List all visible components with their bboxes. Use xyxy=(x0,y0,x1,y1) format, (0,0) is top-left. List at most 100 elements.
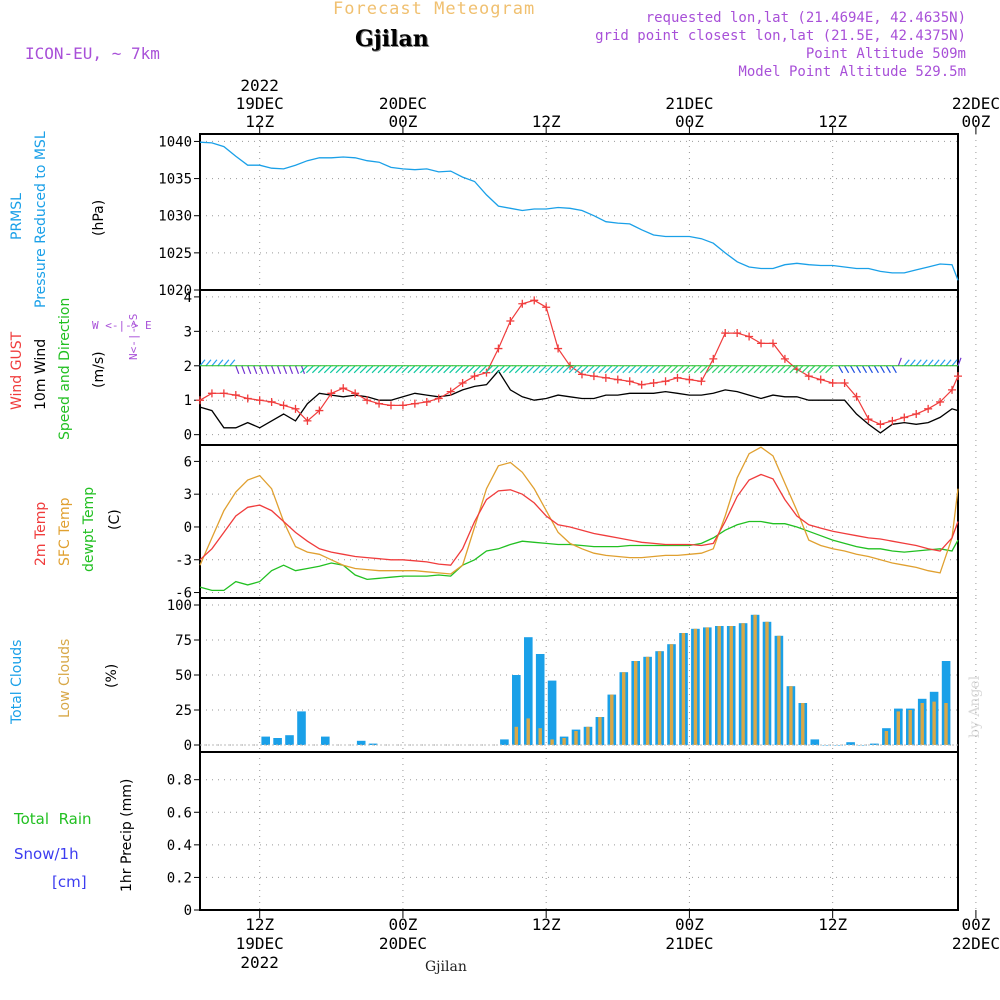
wind-arrow xyxy=(306,366,313,373)
wind-arrow xyxy=(718,366,725,373)
wind-arrow xyxy=(916,360,921,366)
wind-arrow xyxy=(426,366,433,373)
wind-arrow xyxy=(724,366,731,373)
wind-arrow xyxy=(420,366,427,373)
wind-arrow xyxy=(922,360,927,366)
total-cloud-bar xyxy=(548,681,557,745)
wind-gust-marker xyxy=(662,377,670,385)
wind-arrow xyxy=(892,366,896,373)
wind-arrow xyxy=(527,366,534,373)
wind-arrow xyxy=(748,366,755,373)
wind-arrow xyxy=(904,360,909,366)
wind-gust-marker xyxy=(268,398,276,406)
wind-arrow xyxy=(378,366,385,373)
wind-gust-marker xyxy=(399,401,407,409)
ytick-label: 0 xyxy=(184,738,192,754)
wind-arrow xyxy=(857,366,861,373)
wind-arrow xyxy=(278,366,281,374)
wind-arrow xyxy=(509,366,516,373)
wind-arrow xyxy=(318,366,325,373)
wind-arrow xyxy=(360,366,367,373)
time-label-bottom: 12Z xyxy=(818,915,847,934)
chart-svg: 1020102510301035104001234-6-303602550751… xyxy=(0,0,1000,1000)
wind-gust-marker xyxy=(494,345,502,353)
wind-arrow xyxy=(533,366,540,373)
wind-gust-marker xyxy=(602,374,610,382)
wind-arrow xyxy=(384,366,391,373)
low-cloud-bar xyxy=(574,731,577,745)
wind-arrow xyxy=(581,366,588,373)
wind-arrow xyxy=(946,360,951,366)
wind-arrow xyxy=(330,366,337,373)
wind-arrow xyxy=(206,360,211,366)
wind-arrow xyxy=(551,366,558,373)
time-label-bottom: 2022 xyxy=(240,953,279,972)
wind-arrow xyxy=(290,366,293,374)
wind-arrow xyxy=(808,366,815,373)
wind-gust-marker xyxy=(530,296,538,304)
wind-arrow xyxy=(242,366,245,374)
wind-arrow xyxy=(414,366,421,373)
time-label-bottom: 00Z xyxy=(388,915,417,934)
wind-gust-marker xyxy=(721,329,729,337)
wind-gust-marker xyxy=(542,303,550,311)
time-label-bottom: 22DEC xyxy=(952,934,1000,953)
ytick-label: 75 xyxy=(175,633,192,649)
wind-arrow xyxy=(898,358,901,366)
low-cloud-bar xyxy=(909,710,912,745)
wind-gust-marker xyxy=(900,413,908,421)
wind-gust-marker xyxy=(590,372,598,380)
wind-arrow xyxy=(839,366,843,373)
sfc-temp-line xyxy=(200,447,958,574)
wind-gust-marker xyxy=(650,379,658,387)
wind-gust-marker xyxy=(876,420,884,428)
wind-gust-marker xyxy=(256,396,264,404)
wind-arrow xyxy=(324,366,331,373)
low-cloud-bar xyxy=(932,702,935,745)
time-label-top: 19DEC xyxy=(236,94,284,113)
wind-gust-marker xyxy=(411,400,419,408)
wind-arrow xyxy=(784,366,791,373)
wind-arrow xyxy=(778,366,785,373)
low-cloud-bar xyxy=(622,672,625,745)
low-cloud-bar xyxy=(741,623,744,745)
time-label-top: 12Z xyxy=(245,112,274,131)
wind-gust-marker xyxy=(459,379,467,387)
wind-arrow xyxy=(474,366,481,373)
wind-arrow xyxy=(284,366,287,374)
ytick-label: 50 xyxy=(175,668,192,684)
wind-gust-marker xyxy=(685,376,693,384)
low-cloud-bar xyxy=(598,717,601,745)
wind-gust-marker xyxy=(709,355,717,363)
ytick-label: 1035 xyxy=(158,172,192,188)
wind-arrow xyxy=(845,366,849,373)
wind-gust-marker xyxy=(638,381,646,389)
total-cloud-bar xyxy=(273,738,282,745)
time-label-bottom: 12Z xyxy=(245,915,274,934)
low-cloud-bar xyxy=(885,731,888,745)
wind-arrow xyxy=(312,366,319,373)
wind-arrow xyxy=(212,360,217,366)
wind-arrow xyxy=(444,366,451,373)
wind-arrow xyxy=(676,366,683,373)
wind-arrow xyxy=(754,366,761,373)
wind-arrow xyxy=(623,366,630,373)
wind-gust-marker xyxy=(387,401,395,409)
wind-gust-marker xyxy=(614,376,622,384)
dewpt-line xyxy=(200,522,958,591)
wind-arrow xyxy=(629,366,636,373)
wind-arrow xyxy=(563,366,570,373)
wind-panel-frame xyxy=(200,290,958,445)
wind-arrow xyxy=(366,366,373,373)
wind-arrow xyxy=(736,366,743,373)
time-label-bottom: 00Z xyxy=(961,915,990,934)
time-label-top: 00Z xyxy=(388,112,417,131)
wind-gust-marker xyxy=(518,300,526,308)
wind-arrow xyxy=(260,366,263,374)
wind-gust-marker xyxy=(626,377,634,385)
wind-arrow xyxy=(218,360,223,366)
total-cloud-bar xyxy=(500,739,509,745)
wind-arrow xyxy=(587,366,594,373)
precip-panel-frame xyxy=(200,752,958,910)
ytick-label: -3 xyxy=(175,553,192,569)
